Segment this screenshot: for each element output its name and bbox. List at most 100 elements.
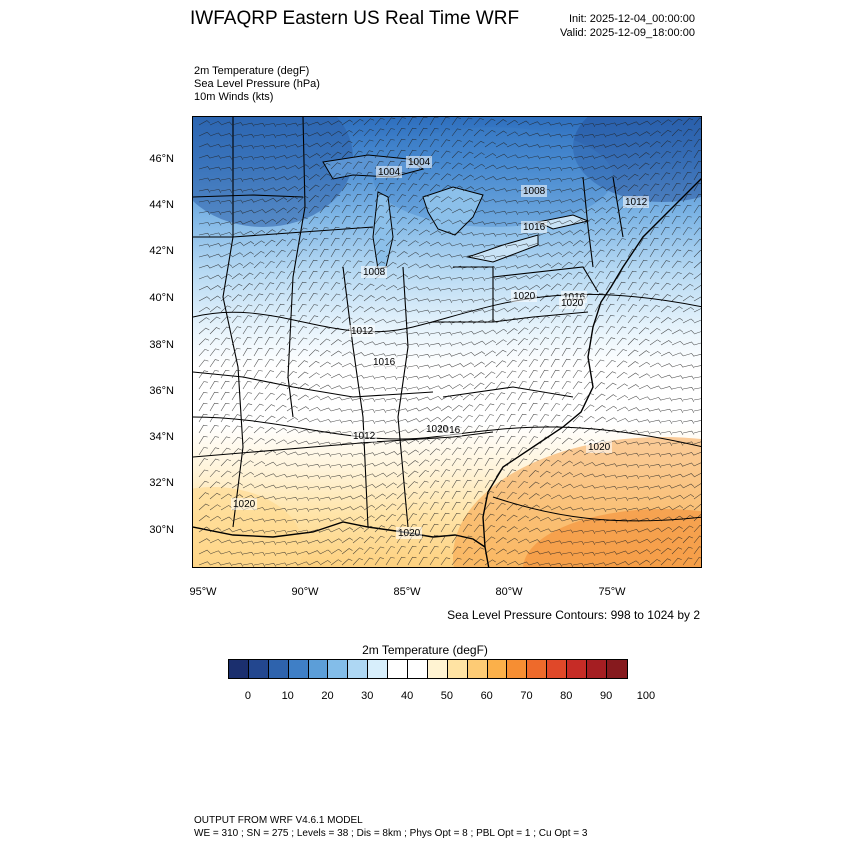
wind-barb [374,204,384,214]
wind-barb [319,384,332,390]
wind-barb [451,546,462,555]
wind-barb [473,382,485,390]
wind-barb [605,463,618,468]
wind-barb [253,336,263,346]
wind-barb [363,171,373,181]
wind-barb [374,150,384,159]
wind-barb [550,326,560,335]
wind-barb [693,160,701,170]
wind-barb [264,282,275,291]
wind-barb [198,254,211,259]
colorbar-label: 50 [440,690,454,702]
wind-barb [649,183,660,192]
wind-barb [198,232,211,237]
wind-barb [352,129,364,137]
wind-barb [517,155,530,159]
wind-barb [264,155,277,160]
wind-barb [506,177,519,182]
wind-barb [462,298,475,303]
wind-barb [352,484,365,489]
wind-barb [517,402,527,412]
wind-barb [330,464,343,468]
wind-barb [616,550,629,555]
wind-barb [396,408,409,413]
wind-barb [682,216,692,225]
colorbar-swatch [606,660,627,678]
wind-barb [209,274,222,280]
wind-barb [363,306,375,313]
wind-barb [539,358,549,368]
wind-barb [286,238,297,247]
wind-barb [528,178,541,182]
wind-barb [682,494,695,500]
wind-barb [253,188,266,192]
wind-barb [539,402,549,412]
wind-barb [649,538,662,544]
wind-barb [550,369,560,379]
wind-barb [264,347,274,357]
wind-barb [418,353,431,358]
wind-barb [473,198,486,203]
wind-barb [583,314,593,324]
colorbar-label: 90 [599,690,613,702]
wind-barb [660,526,672,533]
wind-barb [275,260,286,269]
wind-barb [528,436,539,445]
wind-barb [198,469,209,478]
wind-barb [638,549,651,555]
wind-barb [231,167,244,172]
wind-barb [682,182,692,192]
wind-barb [605,382,617,390]
wind-barb [506,435,516,445]
wind-barb [616,227,627,236]
wind-barb [638,517,651,522]
wind-barb [440,150,451,159]
wind-barb [550,188,563,193]
wind-barb [341,271,352,280]
wind-barb [407,117,417,126]
wind-barb [671,238,681,247]
wind-barb [583,359,593,368]
wind-barb [341,442,354,447]
wind-barb [253,347,263,357]
wind-barb [539,178,552,183]
wind-barb [550,448,562,456]
wind-barb [396,297,409,302]
wind-barb [253,426,265,434]
wind-barb [385,227,396,236]
wind-barb [484,298,497,302]
wind-barb [693,285,701,291]
wind-barb [242,380,252,390]
wind-barb [319,549,332,555]
wind-barb [209,121,222,126]
wind-barb [264,450,277,456]
wind-barb [275,439,288,445]
wind-barb [649,194,659,203]
wind-barb [638,453,651,457]
wind-barb [682,139,693,148]
wind-barb [561,381,571,390]
wind-barb [385,492,397,500]
wind-barb [341,485,354,489]
wind-barb [297,315,307,324]
wind-barb [330,385,343,390]
wind-barb [517,481,529,489]
wind-barb [594,271,604,280]
wind-barb [352,161,363,170]
wind-barb [286,508,299,512]
wind-barb [275,404,287,412]
wind-barb [572,541,585,545]
wind-barb [330,350,342,357]
wind-barb [330,259,340,269]
wind-barb [451,524,461,533]
wind-barb [198,402,208,412]
wind-barb [264,166,277,171]
wind-barb [605,551,618,555]
wind-barb [198,370,209,379]
wind-barb [231,425,242,434]
wind-barb [429,172,440,181]
wind-barb [682,364,695,369]
state-border [193,371,434,398]
wind-barb [352,172,362,181]
wind-barb [484,547,496,555]
